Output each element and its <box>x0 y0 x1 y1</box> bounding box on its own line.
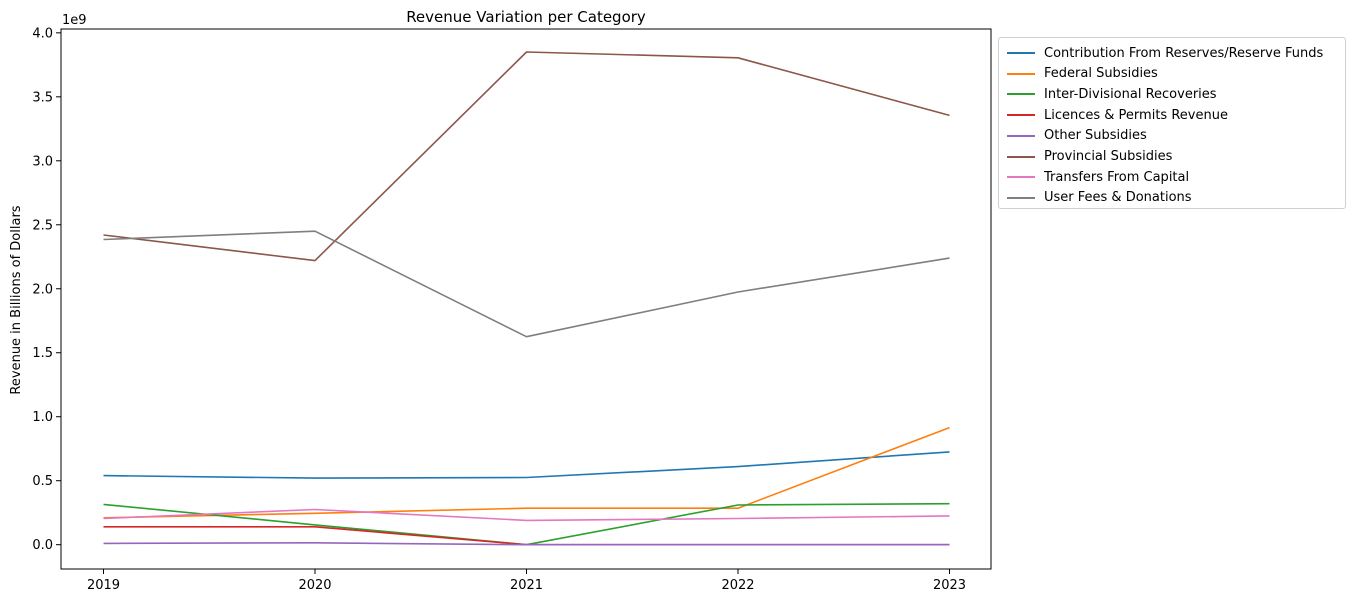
legend-item: Other Subsidies <box>1007 126 1147 146</box>
y-tick-label: 2.5 <box>32 218 53 233</box>
y-tick-label: 3.5 <box>32 90 53 105</box>
series-layer <box>104 52 950 545</box>
series-line-inter-divisional-recoveries <box>104 504 950 545</box>
x-tick-label: 2020 <box>298 578 331 593</box>
y-tick-label: 4.0 <box>32 26 53 41</box>
y-tick-label: 0.0 <box>32 538 53 553</box>
legend-label: Contribution From Reserves/Reserve Funds <box>1044 46 1323 61</box>
legend-label: Transfers From Capital <box>1044 170 1189 185</box>
legend-item: Licences & Permits Revenue <box>1007 105 1228 125</box>
y-tick-label: 1.0 <box>32 410 53 425</box>
legend-swatch <box>1007 114 1035 116</box>
series-line-contribution-from-reserves-reserve-funds <box>104 452 950 478</box>
x-tick-label: 2019 <box>87 578 120 593</box>
y-tick-label: 3.0 <box>32 154 53 169</box>
legend-swatch <box>1007 52 1035 54</box>
legend-swatch <box>1007 176 1035 178</box>
legend-label: Inter-Divisional Recoveries <box>1044 87 1217 102</box>
series-line-licences-permits-revenue <box>104 527 950 545</box>
legend-item: Provincial Subsidies <box>1007 147 1172 167</box>
legend-swatch <box>1007 197 1035 199</box>
legend-label: Other Subsidies <box>1044 128 1147 143</box>
series-line-user-fees-donations <box>104 231 950 337</box>
legend: Contribution From Reserves/Reserve Funds… <box>998 37 1346 209</box>
series-line-provincial-subsidies <box>104 52 950 261</box>
legend-swatch <box>1007 93 1035 95</box>
legend-item: Transfers From Capital <box>1007 167 1189 187</box>
legend-label: Provincial Subsidies <box>1044 149 1172 164</box>
series-line-other-subsidies <box>104 543 950 545</box>
legend-item: Contribution From Reserves/Reserve Funds <box>1007 43 1323 63</box>
x-tick-label: 2021 <box>510 578 543 593</box>
plot-frame <box>61 29 991 569</box>
axes: 2019 2020 2021 2022 2023 0.0 0.5 1.0 1.5 2.0 2.5 3.… <box>32 26 966 593</box>
y-tick-label: 0.5 <box>32 474 53 489</box>
x-tick-label: 2023 <box>933 578 966 593</box>
legend-label: Federal Subsidies <box>1044 66 1158 81</box>
legend-label: Licences & Permits Revenue <box>1044 108 1228 123</box>
x-tick-label: 2022 <box>721 578 754 593</box>
y-tick-label: 1.5 <box>32 346 53 361</box>
legend-swatch <box>1007 135 1035 137</box>
legend-swatch <box>1007 156 1035 158</box>
legend-item: User Fees & Donations <box>1007 188 1192 208</box>
chart-title: Revenue Variation per Category <box>406 8 646 26</box>
legend-label: User Fees & Donations <box>1044 190 1192 205</box>
y-tick-label: 2.0 <box>32 282 53 297</box>
y-axis-label: Revenue in Billions of Dollars <box>9 205 24 394</box>
legend-item: Inter-Divisional Recoveries <box>1007 84 1217 104</box>
y-axis-offset-label: 1e9 <box>62 13 87 28</box>
legend-item: Federal Subsidies <box>1007 64 1158 84</box>
legend-swatch <box>1007 73 1035 75</box>
